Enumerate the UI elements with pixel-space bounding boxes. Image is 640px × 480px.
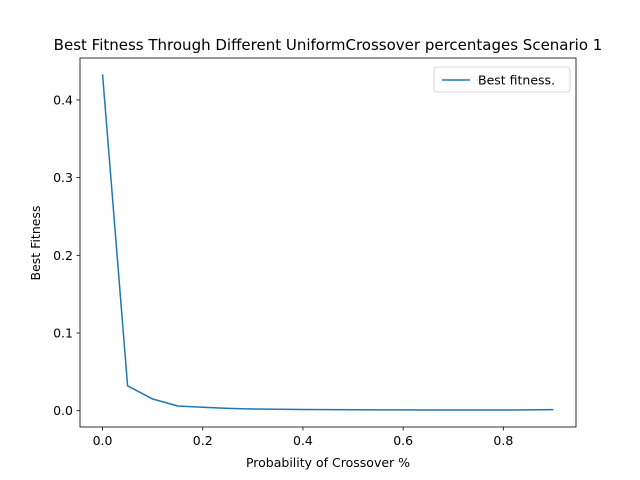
legend: Best fitness. bbox=[433, 66, 571, 93]
y-tick-label: 0.2 bbox=[53, 248, 73, 263]
chart-title: Best Fitness Through Different UniformCr… bbox=[54, 36, 603, 54]
plot-area: 0.0 0.2 0.4 0.6 0.8 0.0 0.1 0.2 0.3 0.4 bbox=[53, 57, 577, 448]
x-tick-label: 0.8 bbox=[493, 433, 513, 448]
x-tick-label: 0.2 bbox=[193, 433, 213, 448]
y-axis-label: Best Fitness bbox=[28, 206, 43, 281]
x-axis-label: Probability of Crossover % bbox=[246, 455, 410, 470]
y-tick-label: 0.1 bbox=[53, 326, 73, 341]
y-tick-label: 0.3 bbox=[53, 170, 73, 185]
x-tick-label: 0.0 bbox=[93, 433, 113, 448]
axes-frame bbox=[79, 57, 577, 428]
y-tick-label: 0.0 bbox=[53, 403, 73, 418]
series-line bbox=[101, 74, 554, 411]
x-tick-label: 0.6 bbox=[393, 433, 413, 448]
legend-label: Best fitness. bbox=[478, 73, 555, 88]
legend-box bbox=[433, 66, 571, 93]
x-tick-label: 0.4 bbox=[293, 433, 313, 448]
y-tick-label: 0.4 bbox=[53, 92, 73, 107]
